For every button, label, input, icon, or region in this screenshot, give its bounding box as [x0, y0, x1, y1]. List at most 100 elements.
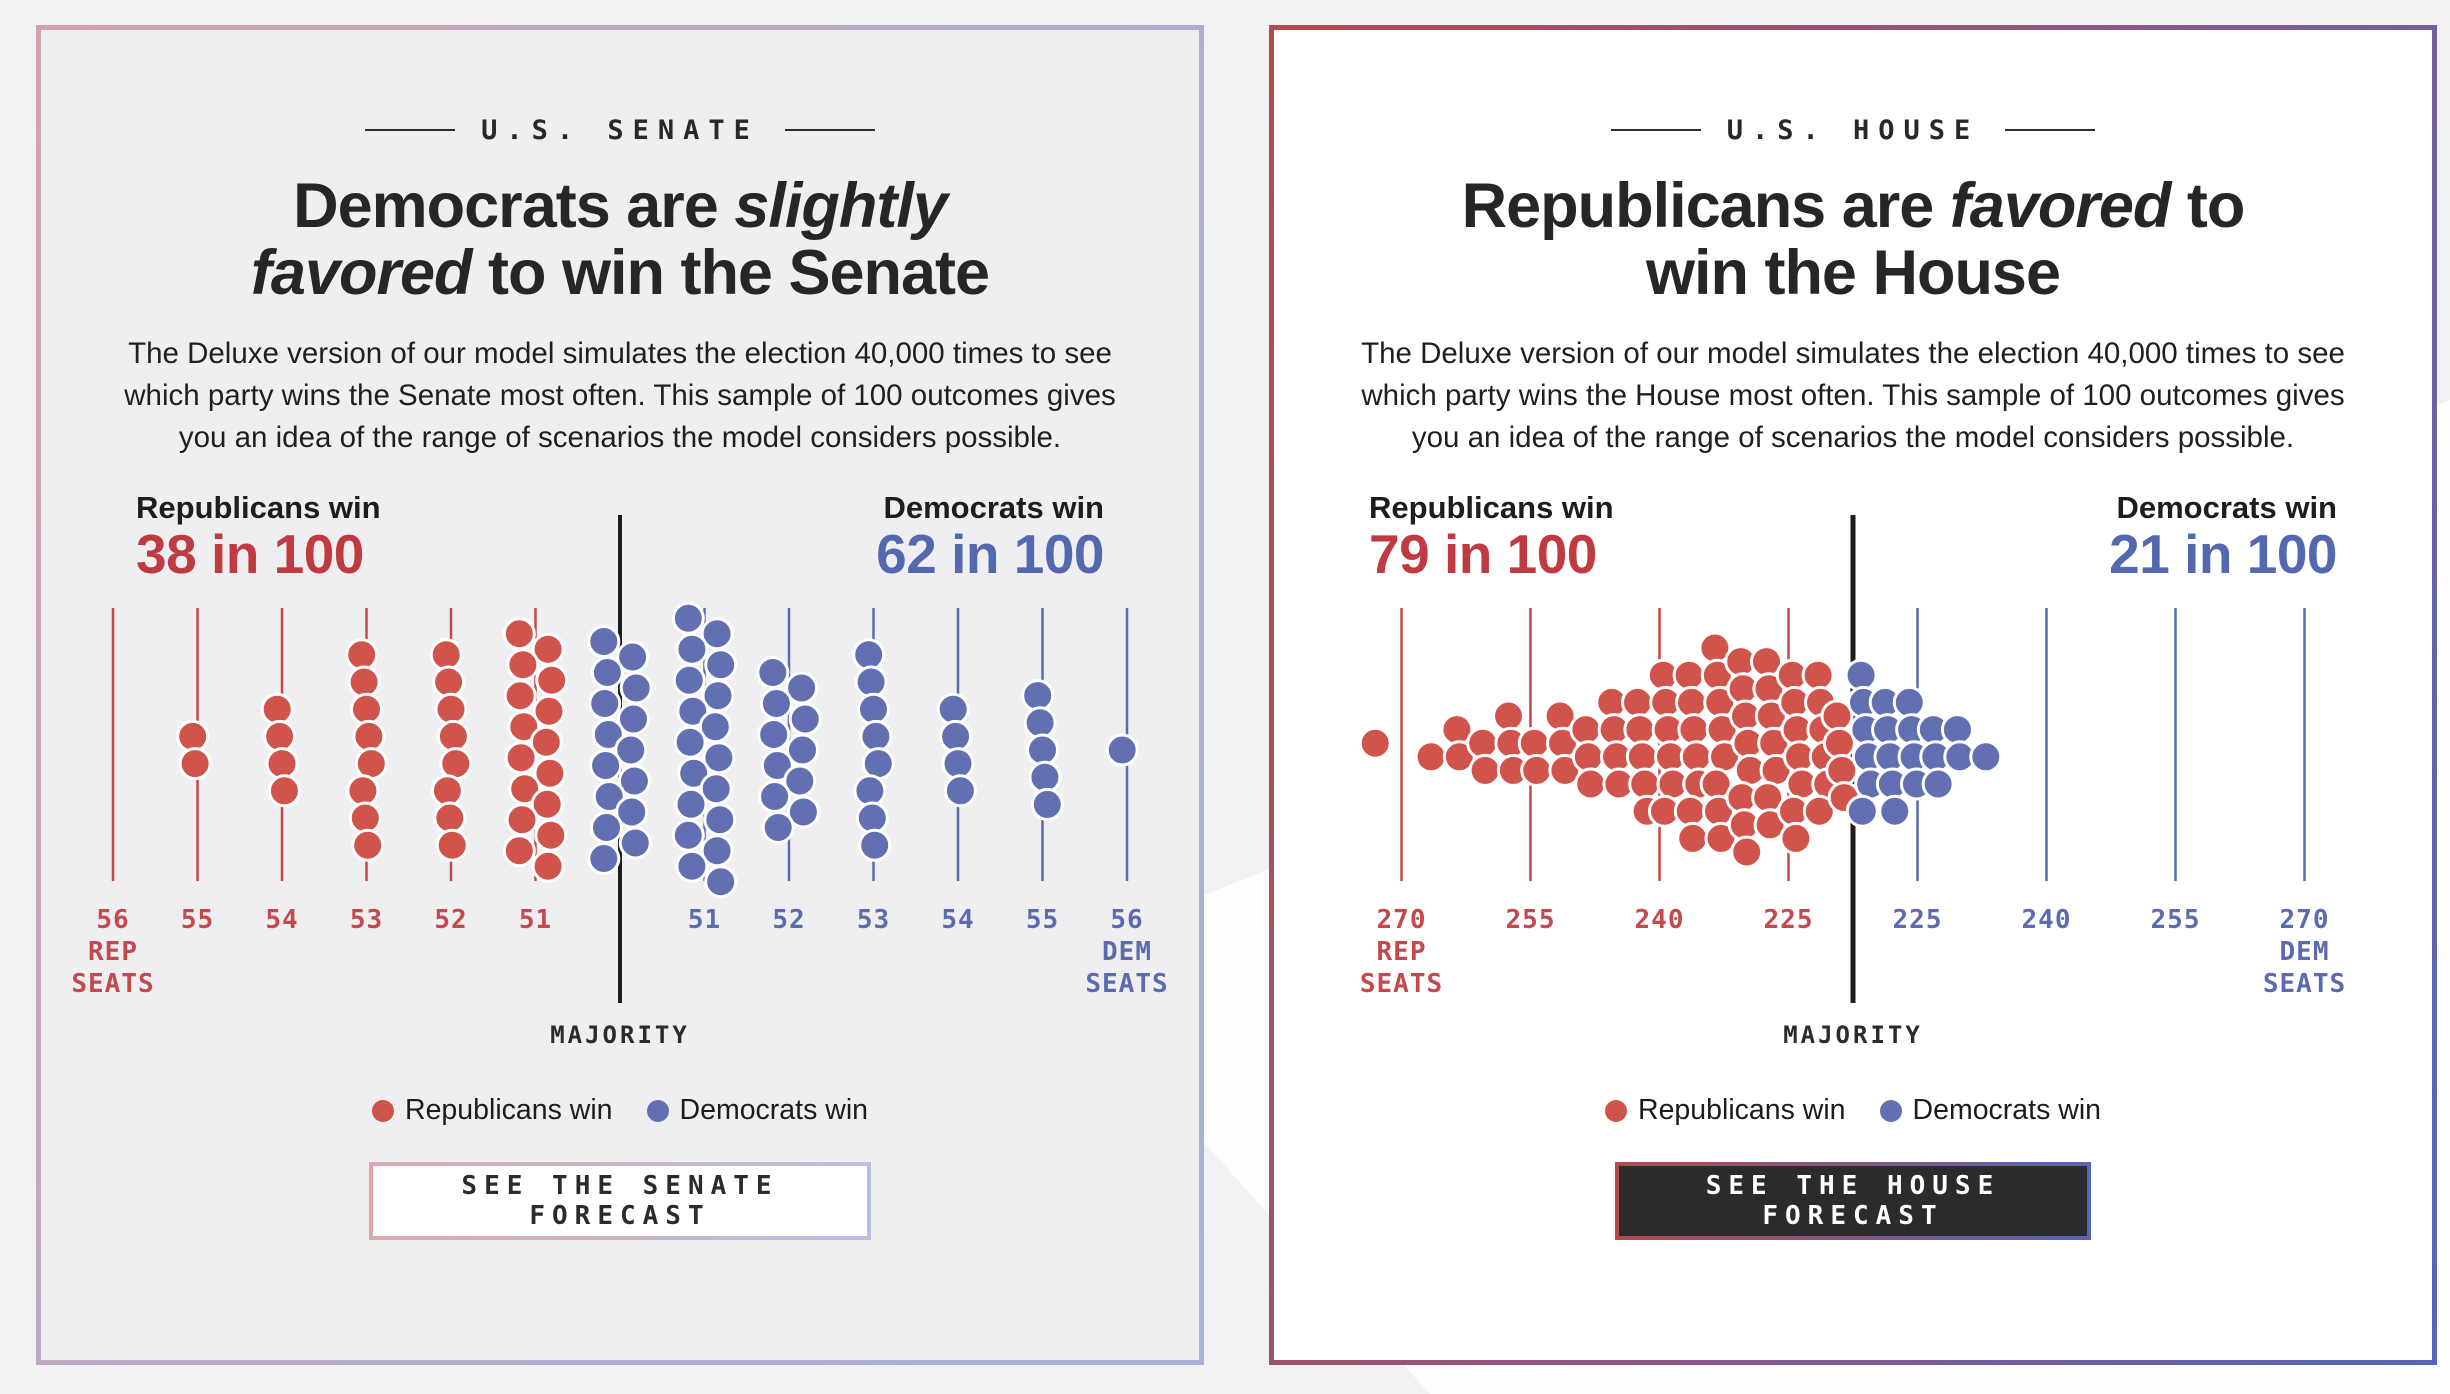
- simulation-outcome-dot: [1571, 740, 1605, 774]
- simulation-outcome-dot: [1623, 713, 1657, 747]
- simulation-outcome-dot: [939, 719, 973, 753]
- simulation-outcome-dot: [1358, 726, 1392, 760]
- house-forecast-panel: U.S. HOUSE Republicans are favored to win…: [1269, 25, 2437, 1365]
- rep-axis-end-label: SEATS: [1360, 969, 1443, 999]
- rep-tick-label: 52: [434, 905, 467, 935]
- simulation-outcome-dot: [503, 679, 537, 713]
- senate-dem-stat: Democrats win 62 in 100: [876, 490, 1104, 582]
- house-legend-rep-label: Republicans win: [1638, 1094, 1846, 1127]
- title-italic-segment: favored: [1949, 171, 2172, 241]
- simulation-outcome-dot: [178, 747, 212, 781]
- simulation-outcome-dot: [1878, 794, 1912, 828]
- dem-dot-icon: [646, 1099, 669, 1122]
- simulation-outcome-dot: [506, 648, 540, 682]
- simulation-outcome-dot: [1030, 787, 1064, 821]
- dem-dot-icon: [1879, 1099, 1902, 1122]
- simulation-outcome-dot: [436, 719, 470, 753]
- simulation-outcome-dot: [1517, 726, 1551, 760]
- simulation-outcome-dot: [354, 747, 388, 781]
- eyebrow-rule-right: [2005, 129, 2096, 131]
- rep-axis-end-label: REP: [1377, 937, 1427, 967]
- simulation-outcome-dot: [1414, 740, 1448, 774]
- simulation-outcome-dot: [1021, 679, 1055, 713]
- simulation-outcome-dot: [758, 779, 792, 813]
- senate-legend-dem-label: Democrats win: [679, 1094, 868, 1127]
- house-eyebrow: U.S. HOUSE: [1274, 114, 2432, 146]
- senate-rep-stat: Republicans win 38 in 100: [136, 490, 381, 582]
- simulation-outcome-dot: [590, 655, 624, 689]
- simulation-outcome-dot: [858, 828, 892, 862]
- dem-tick-label: 255: [2151, 905, 2201, 935]
- senate-rep-stat-value: 38 in 100: [136, 522, 364, 585]
- simulation-outcome-dot: [1105, 733, 1139, 767]
- rep-dot-icon: [372, 1099, 394, 1122]
- simulation-outcome-dot: [1672, 658, 1706, 692]
- simulation-outcome-dot: [1468, 753, 1502, 787]
- house-legend: Republicans win Democrats win: [1274, 1094, 2432, 1128]
- house-rep-stat-value: 79 in 100: [1369, 522, 1597, 585]
- title-segment: to: [2170, 171, 2245, 241]
- dem-tick-label: 55: [1026, 905, 1059, 935]
- simulation-outcome-dot: [671, 818, 705, 852]
- rep-tick-label: 51: [519, 905, 552, 935]
- house-dem-stat-label: Democrats win: [2116, 489, 2337, 525]
- rep-axis-end-label: SEATS: [71, 969, 154, 999]
- simulation-outcome-dot: [675, 849, 709, 883]
- see-senate-forecast-button[interactable]: SEE THE SENATE FORECAST: [369, 1161, 871, 1240]
- title-segment: win the House: [1645, 237, 2061, 308]
- simulation-outcome-dot: [502, 834, 536, 868]
- simulation-outcome-dot: [1621, 685, 1654, 719]
- simulation-outcome-dot: [1676, 821, 1710, 855]
- simulation-outcome-dot: [1844, 658, 1878, 692]
- simulation-outcome-dot: [345, 638, 379, 672]
- title-italic-segment: favored: [250, 237, 473, 308]
- eyebrow-rule-left: [1610, 129, 1701, 131]
- simulation-outcome-dot: [534, 818, 568, 852]
- simulation-outcome-dot: [1677, 713, 1711, 747]
- simulation-outcome-dot: [675, 632, 709, 666]
- simulation-outcome-dot: [1466, 726, 1500, 760]
- simulation-outcome-dot: [703, 803, 737, 837]
- simulation-outcome-dot: [854, 665, 888, 699]
- simulation-outcome-dot: [853, 774, 887, 808]
- rep-tick-label: 270: [1377, 905, 1427, 935]
- simulation-outcome-dot: [267, 774, 301, 808]
- simulation-outcome-dot: [350, 692, 383, 726]
- senate-legend-rep-label: Republicans win: [405, 1094, 613, 1127]
- senate-legend-rep: Republicans win: [372, 1094, 613, 1127]
- simulation-outcome-dot: [260, 692, 294, 726]
- simulation-outcome-dot: [672, 663, 706, 697]
- simulation-outcome-dot: [502, 617, 536, 651]
- simulation-outcome-dot: [757, 717, 791, 751]
- majority-label: MAJORITY: [1783, 1021, 1923, 1049]
- rep-tick-label: 225: [1764, 905, 1814, 935]
- simulation-outcome-dot: [535, 663, 569, 697]
- simulation-outcome-dot: [176, 719, 210, 753]
- simulation-outcome-dot: [435, 828, 469, 862]
- rep-axis-end-label: REP: [88, 937, 138, 967]
- rep-tick-label: 255: [1506, 905, 1556, 935]
- dem-axis-end-label: SEATS: [2263, 969, 2346, 999]
- simulation-outcome-dot: [1028, 760, 1062, 794]
- simulation-outcome-dot: [346, 774, 380, 808]
- dem-tick-label: 52: [772, 905, 805, 935]
- simulation-outcome-dot: [504, 741, 538, 775]
- house-legend-dem-label: Democrats win: [1912, 1094, 2101, 1127]
- simulation-outcome-dot: [1520, 753, 1554, 787]
- rep-tick-label: 56: [96, 905, 129, 935]
- house-subtitle: The Deluxe version of our model simulate…: [1361, 336, 2345, 455]
- dem-tick-label: 240: [2022, 905, 2072, 935]
- title-segment: to win the Senate: [471, 237, 990, 308]
- simulation-outcome-dot: [347, 665, 381, 699]
- house-legend-dem: Democrats win: [1879, 1094, 2101, 1127]
- senate-dem-stat-value: 62 in 100: [876, 522, 1104, 585]
- house-eyebrow-label: U.S. HOUSE: [1726, 114, 1980, 146]
- see-house-forecast-button[interactable]: SEE THE HOUSE FORECAST: [1615, 1161, 2091, 1240]
- simulation-outcome-dot: [861, 747, 895, 781]
- see-senate-forecast-button-label: SEE THE SENATE FORECAST: [373, 1165, 867, 1236]
- simulation-outcome-dot: [1779, 821, 1813, 855]
- dem-tick-label: 270: [2280, 905, 2330, 935]
- simulation-outcome-dot: [941, 747, 975, 781]
